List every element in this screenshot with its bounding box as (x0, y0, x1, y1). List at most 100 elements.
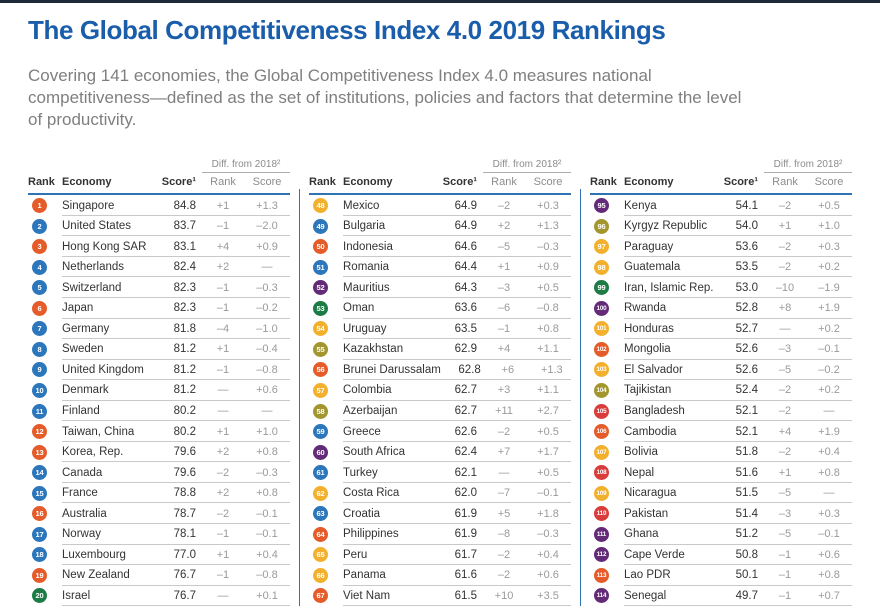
score-value: 50.1 (735, 569, 758, 582)
score-diff-value: –0.3 (256, 466, 278, 479)
economy-name: Paraguay (624, 240, 674, 253)
economy-name: Colombia (343, 384, 392, 397)
rank-badge: 101 (594, 321, 609, 337)
economy-name: Turkey (343, 466, 378, 479)
page-top-border (0, 0, 880, 3)
table-row: 108 Nepal 51.6 +1 +0.8 (590, 462, 852, 483)
rank-badge: 59 (313, 424, 328, 440)
diff-rank-header: Rank (210, 176, 236, 189)
rank-diff-value: — (498, 466, 510, 479)
table-row: 55 Kazakhstan 62.9 +4 +1.1 (309, 339, 571, 360)
rank-diff-value: +1 (216, 548, 230, 561)
score-value: 62.7 (454, 384, 477, 397)
score-value: 61.5 (454, 589, 477, 602)
rank-badge-cell: 15 (28, 485, 62, 501)
score-diff-value: +0.8 (256, 446, 278, 459)
rank-diff-value: –1 (778, 569, 792, 582)
rank-badge: 112 (594, 547, 609, 563)
rank-badge-cell: 4 (28, 259, 62, 275)
diff-from-2018-label: Diff. from 2018² (483, 159, 571, 174)
table-row: 1 Singapore 84.8 +1 +1.3 (28, 195, 290, 216)
rank-badge-cell: 13 (28, 444, 62, 460)
score-value: 82.3 (173, 302, 196, 315)
rank-badge-cell: 1 (28, 198, 62, 214)
economy-name: New Zealand (62, 569, 130, 582)
table-row: 112 Cape Verde 50.8 –1 +0.6 (590, 545, 852, 566)
row-separator-line (62, 358, 290, 360)
rank-badge-cell: 58 (309, 403, 343, 419)
rank-badge: 5 (32, 280, 47, 296)
economy-name: Pakistan (624, 507, 669, 520)
rank-diff-value: –1 (216, 220, 230, 233)
rank-diff-value: –3 (497, 281, 511, 294)
rank-badge: 55 (313, 341, 328, 357)
economy-name: Norway (62, 528, 101, 541)
row-separator-line (624, 399, 852, 401)
rank-badge-cell: 50 (309, 239, 343, 255)
score-diff-value: –0.8 (537, 302, 559, 315)
rank-badge: 105 (594, 403, 609, 419)
row-separator-line (624, 584, 852, 586)
row-separator-line (62, 338, 290, 340)
row-separator-line (624, 358, 852, 360)
rank-diff-value: –2 (216, 507, 230, 520)
rank-badge-cell: 9 (28, 362, 62, 378)
row-separator-line (62, 235, 290, 237)
table-row: 20 Israel 76.7 — +0.1 (28, 586, 290, 606)
rank-badge-cell: 53 (309, 300, 343, 316)
score-diff-value: –0.3 (537, 528, 559, 541)
rank-diff-value: –5 (778, 528, 792, 541)
rank-diff-value: +11 (495, 405, 513, 418)
economy-name: Singapore (62, 199, 115, 212)
score-diff-value: +0.4 (256, 548, 278, 561)
table-row: 2 United States 83.7 –1 –2.0 (28, 216, 290, 237)
rank-diff-value: +1 (778, 466, 792, 479)
economy-name: Philippines (343, 528, 399, 541)
rank-diff-value: +2 (216, 446, 230, 459)
rank-badge: 100 (594, 300, 609, 316)
row-separator-line (62, 276, 290, 278)
row-separator-line (62, 440, 290, 442)
score-value: 82.3 (173, 281, 196, 294)
rank-badge: 15 (32, 485, 47, 501)
rank-badge: 107 (594, 444, 609, 460)
row-separator-line (624, 235, 852, 237)
rank-badge-cell: 51 (309, 259, 343, 275)
table-row: 50 Indonesia 64.6 –5 –0.3 (309, 236, 571, 257)
rank-badge: 53 (313, 300, 328, 316)
economy-name: Viet Nam (343, 589, 391, 602)
rank-badge: 52 (313, 280, 328, 296)
rank-badge-cell: 105 (590, 403, 624, 419)
score-value: 54.0 (735, 220, 758, 233)
table-row: 17 Norway 78.1 –1 –0.1 (28, 524, 290, 545)
rank-diff-value: +4 (778, 425, 792, 438)
economy-name: Brunei Darussalam (343, 363, 441, 376)
economy-name: South Africa (343, 446, 406, 459)
score-diff-value: –0.8 (256, 569, 278, 582)
rank-badge-cell: 113 (590, 567, 624, 583)
score-value: 78.7 (173, 507, 196, 520)
score-diff-value: +0.2 (818, 322, 840, 335)
score-value: 64.4 (454, 261, 477, 274)
score-value: 52.6 (735, 343, 758, 356)
rank-badge: 63 (313, 506, 328, 522)
score-diff-value: –0.3 (537, 240, 559, 253)
table-body: 95 Kenya 54.1 –2 +0.5 96 Kyrgyz Republic 54.0 +1… (590, 195, 852, 606)
rank-diff-value: –3 (778, 343, 792, 356)
economy-name: Lao PDR (624, 569, 671, 582)
rank-diff-value: –2 (778, 405, 792, 418)
score-diff-value: +0.5 (537, 466, 559, 479)
score-diff-value: +1.3 (537, 220, 559, 233)
table-row: 54 Uruguay 63.5 –1 +0.8 (309, 319, 571, 340)
rank-badge-cell: 61 (309, 465, 343, 481)
score-diff-value: +0.2 (818, 384, 840, 397)
diff-from-2018-header-row: Diff. from 2018² (28, 158, 290, 174)
score-diff-value: +0.8 (818, 569, 840, 582)
economy-name: El Salvador (624, 363, 683, 376)
score-diff-value: +0.9 (537, 261, 559, 274)
rank-badge-cell: 56 (309, 362, 343, 378)
column-header-row: Rank Economy Score¹ Rank Score (28, 173, 290, 196)
rank-badge-cell: 65 (309, 547, 343, 563)
row-separator-line (62, 399, 290, 401)
rank-diff-value: — (217, 405, 229, 418)
